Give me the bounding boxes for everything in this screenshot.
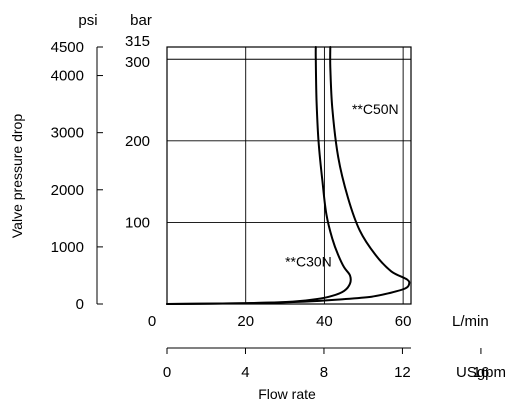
curve-series — [166, 46, 411, 305]
y-axis-title: Valve pressure drop — [9, 114, 25, 238]
usgpm-tick-label-0: 0 — [163, 364, 171, 381]
psi-tick-label-1000: 1000 — [51, 239, 84, 256]
curve-annotations: **C50N **C30N — [285, 101, 399, 270]
bar-tick-label-315: 315 — [125, 33, 150, 50]
psi-tick-label-3000: 3000 — [51, 125, 84, 142]
plot-frame — [166, 46, 412, 305]
usgpm-unit-label: USgpm — [456, 364, 506, 381]
usgpm-axis: 0 4 8 12 16 — [163, 348, 489, 381]
lmin-unit-label: L/min — [452, 313, 489, 330]
psi-axis: 0 1000 2000 3000 4000 4500 — [51, 39, 103, 313]
lmin-tick-label-0: 0 — [148, 313, 156, 330]
usgpm-tick-label-4: 4 — [241, 364, 249, 381]
psi-tick-label-4000: 4000 — [51, 68, 84, 85]
lmin-axis: 0 20 40 60 — [148, 313, 412, 330]
bar-axis: 100 200 300 315 — [125, 33, 150, 231]
usgpm-tick-label-16: 16 — [473, 364, 490, 381]
lmin-tick-label-20: 20 — [237, 313, 254, 330]
curve-label-1: **C50N — [352, 101, 399, 117]
psi-unit-label: psi — [78, 12, 97, 29]
bar-unit-label: bar — [130, 12, 152, 29]
curve-series-2 — [166, 46, 411, 305]
lmin-tick-label-40: 40 — [316, 313, 333, 330]
bar-tick-label-100: 100 — [125, 214, 150, 231]
usgpm-tick-label-12: 12 — [394, 364, 411, 381]
psi-tick-label-4500: 4500 — [51, 39, 84, 56]
curve-label-2: **C30N — [285, 253, 332, 269]
x-axis-title: Flow rate — [258, 386, 316, 402]
bar-tick-label-300: 300 — [125, 54, 150, 71]
lmin-tick-label-60: 60 — [395, 313, 412, 330]
curve-series-1 — [166, 46, 352, 305]
psi-tick-label-0: 0 — [76, 296, 84, 313]
psi-tick-label-2000: 2000 — [51, 182, 84, 199]
grid-lines — [167, 47, 411, 304]
bar-tick-label-200: 200 — [125, 133, 150, 150]
usgpm-tick-label-8: 8 — [320, 364, 328, 381]
